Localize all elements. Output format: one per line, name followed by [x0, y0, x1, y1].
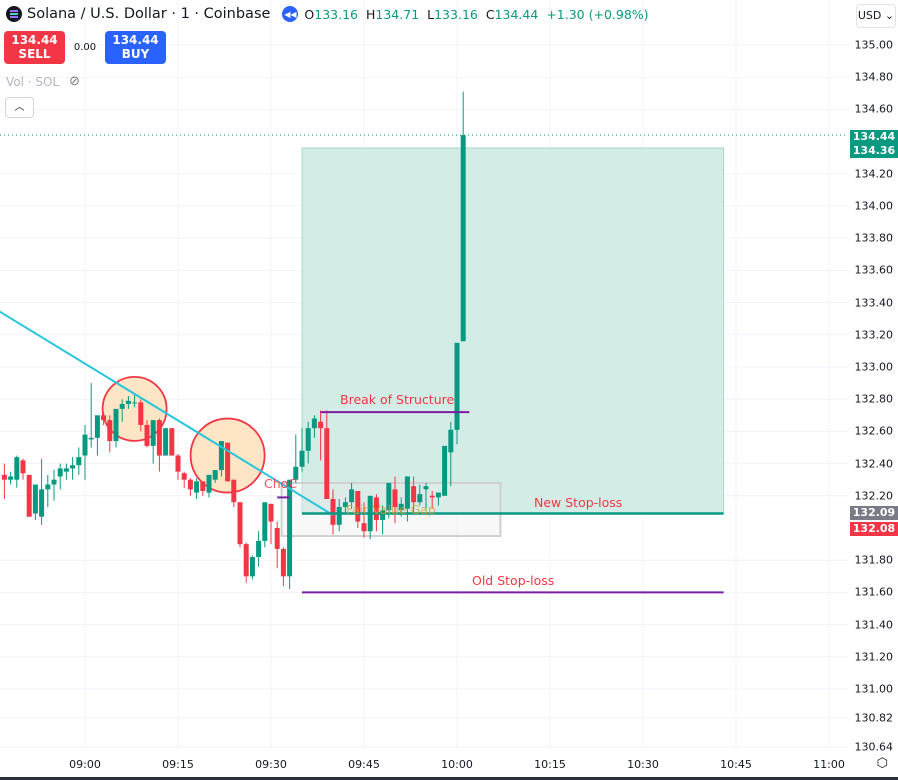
price-tick: 132.20	[854, 489, 894, 503]
price-tick: 133.00	[854, 360, 894, 374]
price-tick: 134.20	[854, 167, 894, 181]
price-tick: 133.60	[854, 263, 894, 277]
chevron-up-icon: ︿	[14, 102, 25, 113]
price-tick: 132.40	[854, 457, 894, 471]
volume-label: Vol · SOL	[6, 74, 60, 89]
new-stop-loss-annotation[interactable]: New Stop-loss	[534, 495, 623, 510]
bos-annotation[interactable]: Break of Structure	[340, 392, 455, 407]
last-price-label: 134.44	[850, 130, 898, 144]
time-tick: 09:00	[69, 758, 101, 771]
currency-value: USD	[857, 9, 882, 22]
bottom-bar	[0, 777, 898, 780]
time-tick: 09:15	[162, 758, 194, 771]
price-chart[interactable]	[0, 0, 848, 748]
old-stop-loss-annotation[interactable]: Old Stop-loss	[472, 573, 555, 588]
low-label: L	[427, 6, 435, 22]
volume-legend: Vol · SOL ⊘	[6, 74, 80, 89]
target-price-label: 134.36	[850, 144, 898, 158]
trade-panel: 134.44 SELL 0.00 134.44 BUY	[4, 31, 166, 64]
price-tick: 134.80	[854, 70, 894, 84]
price-tick: 130.64	[854, 740, 894, 754]
price-tick: 132.80	[854, 392, 894, 406]
buy-button[interactable]: 134.44 BUY	[105, 31, 166, 64]
time-tick: 10:00	[441, 758, 473, 771]
currency-select[interactable]: USD ⌄	[856, 4, 896, 28]
drawing-zones	[101, 147, 725, 538]
time-tick: 09:45	[348, 758, 380, 771]
solana-logo-icon	[6, 6, 22, 22]
time-tick: 09:30	[255, 758, 287, 771]
eye-hidden-icon[interactable]: ⊘	[69, 74, 81, 89]
price-tick: 133.20	[854, 328, 894, 342]
price-tick: 132.60	[854, 424, 894, 438]
price-tick: 133.80	[854, 231, 894, 245]
price-tick: 133.40	[854, 296, 894, 310]
symbol-title[interactable]: Solana / U.S. Dollar · 1 · Coinbase	[27, 6, 271, 22]
ohlc-values: O133.16 H134.71 L133.16 C134.44 +1.30 (+…	[304, 7, 652, 22]
chevron-down-icon: ⌄	[884, 9, 895, 22]
close-label: C	[485, 6, 495, 22]
sell-button[interactable]: 134.44 SELL	[4, 31, 65, 64]
price-axis[interactable]: USD ⌄ 134.44 134.36 132.09 132.08 135.00…	[848, 0, 898, 753]
buy-label: BUY	[121, 47, 150, 61]
time-tick: 10:30	[627, 758, 659, 771]
price-tick: 131.40	[854, 618, 894, 632]
low-value: 133.16	[434, 6, 478, 22]
choc-annotation[interactable]: ChoC	[264, 476, 298, 491]
candlesticks	[1, 91, 466, 590]
sell-label: SELL	[18, 47, 51, 61]
price-tick: 131.00	[854, 682, 894, 696]
price-tick: 131.20	[854, 650, 894, 664]
price-tick: 134.60	[854, 102, 894, 116]
price-tick: 131.80	[854, 553, 894, 567]
settings-hexagon-icon[interactable]: ⬡	[876, 756, 888, 771]
time-tick: 11:00	[813, 758, 845, 771]
time-tick: 10:45	[720, 758, 752, 771]
time-tick: 10:15	[534, 758, 566, 771]
drawing-overlays	[0, 134, 848, 594]
change-value: +1.30 (+0.98%)	[546, 6, 649, 22]
stop-price-label: 132.09	[850, 506, 898, 520]
bid-price-label: 132.08	[850, 522, 898, 536]
price-tick: 134.00	[854, 199, 894, 213]
fvg-annotation[interactable]: Fair Value Gap	[346, 502, 436, 517]
price-tick: 135.00	[854, 38, 894, 52]
close-value: 134.44	[494, 6, 539, 22]
buy-price: 134.44	[112, 33, 159, 47]
open-label: O	[304, 6, 315, 22]
symbol-header: Solana / U.S. Dollar · 1 · Coinbase ◀◀ O…	[6, 6, 653, 22]
open-value: 133.16	[314, 6, 359, 22]
high-label: H	[366, 6, 376, 22]
time-axis[interactable]: ⬡ 09:00 09:15 09:30 09:45 10:00 10:15 10:30 10:…	[0, 748, 898, 780]
high-value: 134.71	[375, 6, 420, 22]
replay-icon[interactable]: ◀◀	[282, 6, 299, 22]
collapse-legend-button[interactable]: ︿	[5, 97, 34, 118]
sell-price: 134.44	[11, 33, 58, 47]
price-tick: 130.82	[854, 711, 894, 725]
price-tick: 131.60	[854, 585, 894, 599]
spread-value: 0.00	[73, 42, 97, 53]
